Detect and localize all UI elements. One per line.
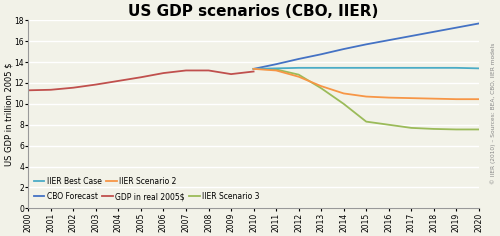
IIER Scenario 3 (296, 73, 302, 76)
IIER Scenario 2 (431, 97, 437, 100)
IIER Best Case (318, 66, 324, 69)
IIER Scenario 2 (296, 75, 302, 78)
CBO Forecast (476, 22, 482, 25)
IIER Best Case (386, 66, 392, 69)
GDP in real 2005$ (26, 89, 32, 92)
IIER Best Case (476, 67, 482, 70)
Line: IIER Best Case: IIER Best Case (254, 68, 479, 69)
Text: © IIER (2010) – Sources: BEA, CBO, IIER models: © IIER (2010) – Sources: BEA, CBO, IIER … (490, 42, 496, 184)
CBO Forecast (318, 53, 324, 56)
GDP in real 2005$ (250, 70, 256, 73)
CBO Forecast (296, 58, 302, 60)
GDP in real 2005$ (228, 73, 234, 76)
Legend: IIER Best Case, IIER Scenario 2: IIER Best Case, IIER Scenario 2 (32, 176, 178, 188)
IIER Scenario 3 (476, 128, 482, 131)
IIER Scenario 2 (273, 69, 279, 72)
IIER Scenario 2 (454, 98, 460, 101)
IIER Scenario 3 (340, 102, 346, 105)
CBO Forecast (250, 67, 256, 70)
IIER Scenario 2 (386, 96, 392, 99)
IIER Scenario 2 (340, 92, 346, 95)
Y-axis label: US GDP in trillion 2005 $: US GDP in trillion 2005 $ (4, 63, 13, 166)
IIER Best Case (431, 66, 437, 69)
GDP in real 2005$ (93, 83, 99, 86)
IIER Scenario 3 (408, 126, 414, 129)
IIER Scenario 3 (431, 127, 437, 130)
IIER Best Case (340, 66, 346, 69)
CBO Forecast (454, 26, 460, 29)
IIER Best Case (296, 66, 302, 69)
GDP in real 2005$ (138, 76, 144, 79)
GDP in real 2005$ (183, 69, 189, 72)
Line: CBO Forecast: CBO Forecast (254, 23, 479, 69)
GDP in real 2005$ (48, 88, 54, 91)
IIER Scenario 2 (476, 98, 482, 101)
IIER Scenario 2 (408, 97, 414, 100)
IIER Best Case (250, 67, 256, 70)
GDP in real 2005$ (160, 72, 166, 75)
IIER Scenario 3 (318, 87, 324, 90)
IIER Scenario 3 (386, 123, 392, 126)
GDP in real 2005$ (116, 80, 121, 82)
IIER Best Case (454, 66, 460, 69)
GDP in real 2005$ (206, 69, 212, 72)
IIER Scenario 2 (318, 85, 324, 88)
IIER Best Case (408, 66, 414, 69)
IIER Scenario 3 (250, 67, 256, 70)
CBO Forecast (363, 43, 369, 46)
Line: IIER Scenario 3: IIER Scenario 3 (254, 69, 479, 130)
IIER Scenario 3 (454, 128, 460, 131)
GDP in real 2005$ (70, 86, 76, 89)
CBO Forecast (408, 35, 414, 38)
IIER Best Case (273, 67, 279, 70)
Line: IIER Scenario 2: IIER Scenario 2 (254, 69, 479, 99)
IIER Scenario 3 (273, 68, 279, 71)
IIER Scenario 3 (363, 120, 369, 123)
IIER Best Case (363, 66, 369, 69)
CBO Forecast (386, 39, 392, 42)
Title: US GDP scenarios (CBO, IIER): US GDP scenarios (CBO, IIER) (128, 4, 379, 19)
IIER Scenario 2 (363, 95, 369, 98)
CBO Forecast (431, 30, 437, 33)
CBO Forecast (273, 63, 279, 66)
CBO Forecast (340, 48, 346, 51)
IIER Scenario 2 (250, 67, 256, 70)
Line: GDP in real 2005$: GDP in real 2005$ (28, 71, 254, 90)
